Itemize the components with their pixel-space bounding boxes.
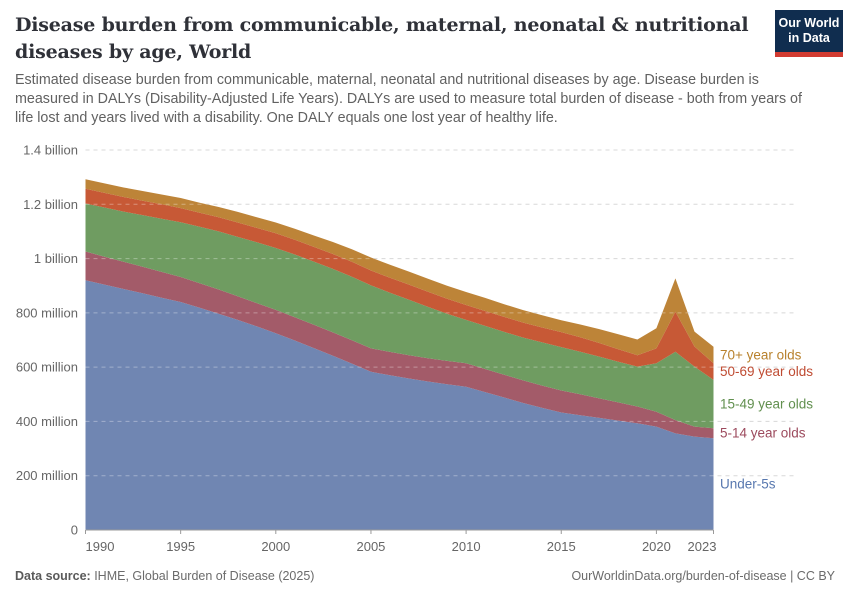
x-axis-label: 2005	[356, 539, 385, 554]
footer-link-url[interactable]: OurWorldinData.org/burden-of-disease	[571, 569, 787, 583]
owid-logo-accent-bar	[775, 52, 843, 57]
y-axis-label: 200 million	[16, 468, 78, 483]
x-axis-label: 2020	[642, 539, 671, 554]
footer-link-separator: |	[786, 569, 797, 583]
page-title-line1: Disease burden from communicable, matern…	[15, 14, 749, 36]
page-title-line2: diseases by age, World	[15, 41, 252, 63]
x-axis-label: 2015	[547, 539, 576, 554]
x-axis-label: 2023	[688, 539, 717, 554]
legend-label-5-14-year-olds[interactable]: 5-14 year olds	[720, 426, 806, 441]
area-50-69-year-olds[interactable]	[85, 188, 714, 380]
y-axis-label: 0	[71, 523, 78, 538]
area-70-year-olds[interactable]	[85, 179, 714, 364]
chart-subtitle: Estimated disease burden from communicab…	[15, 71, 802, 128]
footer-source: Data source: IHME, Global Burden of Dise…	[15, 569, 314, 583]
owid-logo: Our World in Data	[775, 10, 843, 57]
footer-source-label: Data source:	[15, 569, 91, 583]
legend-label-70-year-olds[interactable]: 70+ year olds	[720, 348, 802, 363]
footer-link[interactable]: OurWorldinData.org/burden-of-disease | C…	[571, 569, 835, 583]
y-axis-label: 400 million	[16, 414, 78, 429]
area-15-49-year-olds[interactable]	[85, 203, 714, 429]
y-axis-label: 800 million	[16, 305, 78, 320]
area-5-14-year-olds[interactable]	[85, 251, 714, 439]
owid-logo-box: Our World in Data	[775, 10, 843, 52]
y-axis-label: 1.2 billion	[23, 197, 78, 212]
chart-subtitle-line2: measured in DALYs (Disability-Adjusted L…	[15, 91, 802, 107]
legend-label-15-49-year-olds[interactable]: 15-49 year olds	[720, 397, 813, 412]
y-axis-label: 1 billion	[34, 251, 78, 266]
legend-label-50-69-year-olds[interactable]: 50-69 year olds	[720, 364, 813, 379]
x-axis-label: 1990	[86, 539, 115, 554]
x-axis-label: 2000	[261, 539, 290, 554]
legend-label-under-5s[interactable]: Under-5s	[720, 477, 776, 492]
x-axis-label: 2010	[452, 539, 481, 554]
x-axis-label: 1995	[166, 539, 195, 554]
chart-subtitle-line1: Estimated disease burden from communicab…	[15, 72, 759, 88]
footer-license: CC BY	[796, 569, 835, 583]
owid-logo-line1: Our World	[778, 16, 840, 30]
chart-subtitle-line3: life lost and years lived with a disabil…	[15, 110, 558, 126]
y-axis-label: 1.4 billion	[23, 143, 78, 158]
y-axis-label: 600 million	[16, 360, 78, 375]
page-title: Disease burden from communicable, matern…	[15, 12, 749, 66]
footer-source-text: IHME, Global Burden of Disease (2025)	[90, 569, 315, 583]
area-under-5s[interactable]	[85, 280, 714, 530]
owid-logo-line2: in Data	[788, 31, 830, 45]
